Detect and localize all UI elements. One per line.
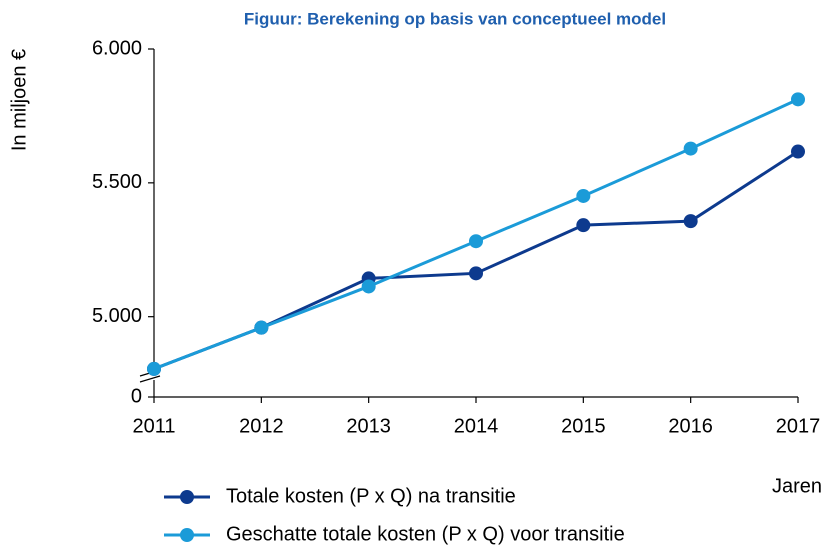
data-point — [576, 188, 591, 203]
data-point — [791, 144, 805, 159]
legend-label: Geschatte totale kosten (P x Q) voor tra… — [226, 523, 625, 545]
legend-marker — [180, 528, 194, 542]
x-tick-label: 2011 — [132, 415, 175, 437]
series-line — [153, 150, 799, 371]
y-tick-label: 6.000 — [92, 37, 142, 59]
axis-break — [139, 375, 161, 383]
x-tick-label: 2013 — [346, 415, 391, 437]
legend-label: Totale kosten (P x Q) na transitie — [226, 485, 516, 507]
chart-title: Figuur: Berekening op basis van conceptu… — [244, 9, 666, 28]
y-axis-label: In miljoen € — [8, 49, 30, 151]
x-tick-label: 2016 — [668, 415, 713, 437]
y-tick-label: 0 — [131, 385, 142, 407]
data-point — [683, 214, 698, 229]
data-point — [791, 92, 805, 107]
data-point — [576, 218, 591, 233]
legend-marker — [180, 490, 194, 504]
data-point — [361, 279, 376, 294]
y-tick-label: 5.000 — [92, 305, 142, 327]
x-axis-label: Jaren — [772, 475, 822, 497]
data-point — [683, 141, 698, 156]
data-point — [469, 266, 483, 281]
x-tick-label: 2015 — [561, 415, 606, 437]
series-line — [153, 97, 799, 371]
data-point — [254, 320, 269, 335]
x-tick-label: 2012 — [239, 415, 284, 437]
x-tick-label: 2014 — [454, 415, 499, 437]
x-tick-label: 2017 — [776, 415, 821, 437]
y-tick-label: 5.500 — [92, 171, 142, 193]
data-point — [147, 361, 161, 376]
data-point — [469, 234, 483, 249]
